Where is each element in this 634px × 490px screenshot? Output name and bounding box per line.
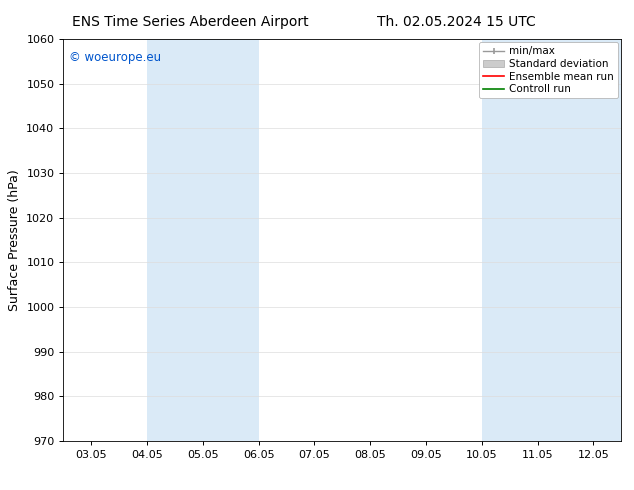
Y-axis label: Surface Pressure (hPa): Surface Pressure (hPa)	[8, 169, 21, 311]
Bar	[147, 39, 259, 441]
Text: ENS Time Series Aberdeen Airport: ENS Time Series Aberdeen Airport	[72, 15, 309, 29]
Bar	[482, 39, 593, 441]
Text: © woeurope.eu: © woeurope.eu	[69, 51, 161, 64]
Bar	[593, 39, 621, 441]
Legend: min/max, Standard deviation, Ensemble mean run, Controll run: min/max, Standard deviation, Ensemble me…	[479, 42, 618, 98]
Text: Th. 02.05.2024 15 UTC: Th. 02.05.2024 15 UTC	[377, 15, 536, 29]
